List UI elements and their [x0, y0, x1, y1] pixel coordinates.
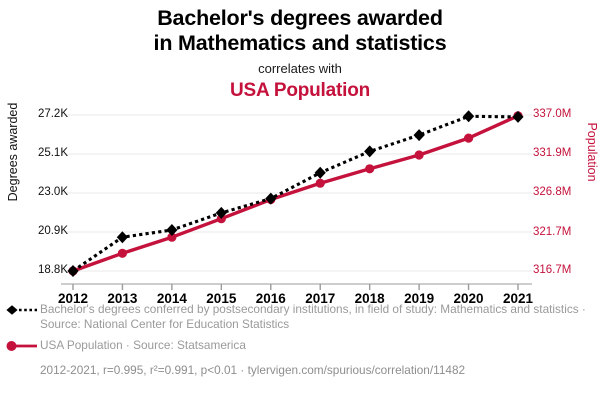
y-axis-right-tick-4: 337.0M: [533, 108, 572, 120]
page-title-line1: Bachelor's degrees awarded: [157, 6, 443, 30]
correlates-with-label: correlates with: [258, 61, 342, 76]
page-title-line2: in Mathematics and statistics: [153, 31, 447, 55]
y-axis-left-tick-3: 25.1K: [37, 147, 68, 159]
x-axis-tick-2019: 2019: [404, 291, 435, 306]
legend-item-degrees: Bachelor's degrees conferred by postseco…: [0, 302, 600, 332]
y-axis-left-tick-1: 20.9K: [37, 225, 68, 237]
y-axis-right-tick-3: 331.9M: [533, 147, 572, 160]
x-axis-tick-2012: 2012: [57, 291, 89, 306]
x-axis-tick-2021: 2021: [502, 291, 534, 306]
red-circle-solid-line-icon: [6, 341, 37, 352]
legend-label-population: USA Population · Source: Statsamerica: [40, 338, 246, 353]
x-axis-tick-2016: 2016: [255, 291, 286, 306]
title-block: Bachelor's degrees awarded in Mathematic…: [0, 0, 600, 102]
y-axis-right-tick-0: 316.7M: [533, 264, 572, 276]
x-axis-tick-2020: 2020: [453, 291, 484, 306]
x-axis-tick-2015: 2015: [206, 291, 237, 306]
x-axis-tick-2013: 2013: [107, 291, 138, 306]
page-title-line3: USA Population: [229, 80, 371, 101]
chart-legend-footer: Bachelor's degrees conferred by postseco…: [0, 302, 600, 378]
legend-item-population: USA Population · Source: Statsamerica: [0, 338, 600, 353]
x-axis-tick-2017: 2017: [305, 291, 336, 306]
chart-stats-note: 2012-2021, r=0.995, r²=0.991, p<0.01 · t…: [40, 362, 466, 377]
y-axis-left-tick-0: 18.8K: [37, 264, 68, 276]
y-axis-left-tick-2: 23.0K: [37, 186, 68, 198]
x-axis-tick-2014: 2014: [156, 291, 187, 306]
x-axis-tick-2018: 2018: [354, 291, 385, 306]
y-axis-right-tick-1: 321.7M: [533, 225, 572, 238]
black-diamond-dotted-line-icon: [6, 305, 37, 315]
legend-label-degrees: Bachelor's degrees conferred by postseco…: [40, 302, 586, 332]
y-axis-left-tick-4: 27.2K: [37, 108, 68, 120]
y-axis-right-tick-2: 326.8M: [533, 186, 572, 199]
